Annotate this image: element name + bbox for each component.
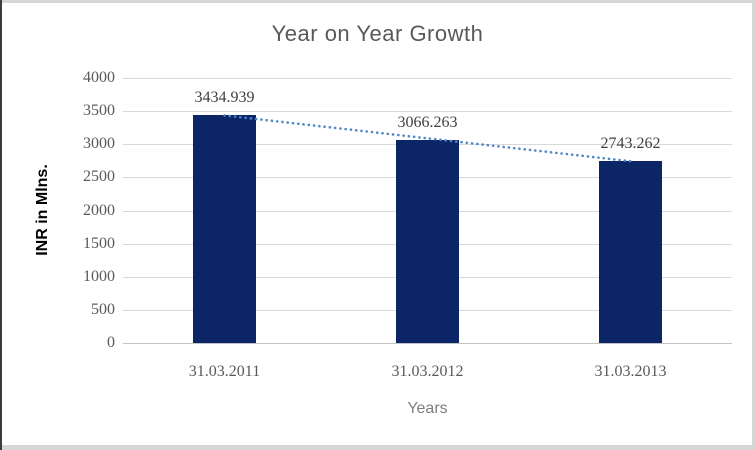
y-tick-label: 3000 [83,135,115,153]
y-tick-label: 1000 [83,267,115,285]
y-tick-label: 1500 [83,234,115,252]
data-label: 3066.263 [397,113,458,131]
frame-edge-bottom [0,445,755,450]
y-tick-label: 2000 [83,201,115,219]
frame-edge-top [0,0,755,3]
y-tick-label: 4000 [83,69,115,86]
data-label: 2743.262 [600,135,661,153]
frame-edge-left [0,0,2,450]
chart-title: Year on Year Growth [271,21,484,46]
bar-31.03.2013 [599,161,662,343]
y-tick-label: 0 [107,334,115,351]
bar-31.03.2012 [396,139,459,343]
bar-31.03.2011 [193,115,256,343]
gridline-4000 [123,78,732,79]
data-label: 3434.939 [194,89,255,107]
gridline-0 [123,343,732,344]
frame-edge-right [752,0,755,450]
y-tick-label: 500 [91,300,115,318]
gridline-3500 [123,111,732,113]
trendline [223,114,632,163]
y-tick-label: 3500 [83,102,115,120]
x-axis-title: Years [407,400,448,417]
x-category-label: 31.03.2012 [391,363,464,380]
x-category-label: 31.03.2013 [594,363,667,380]
y-tick-label: 2500 [83,168,115,186]
x-category-label: 31.03.2011 [188,363,261,380]
